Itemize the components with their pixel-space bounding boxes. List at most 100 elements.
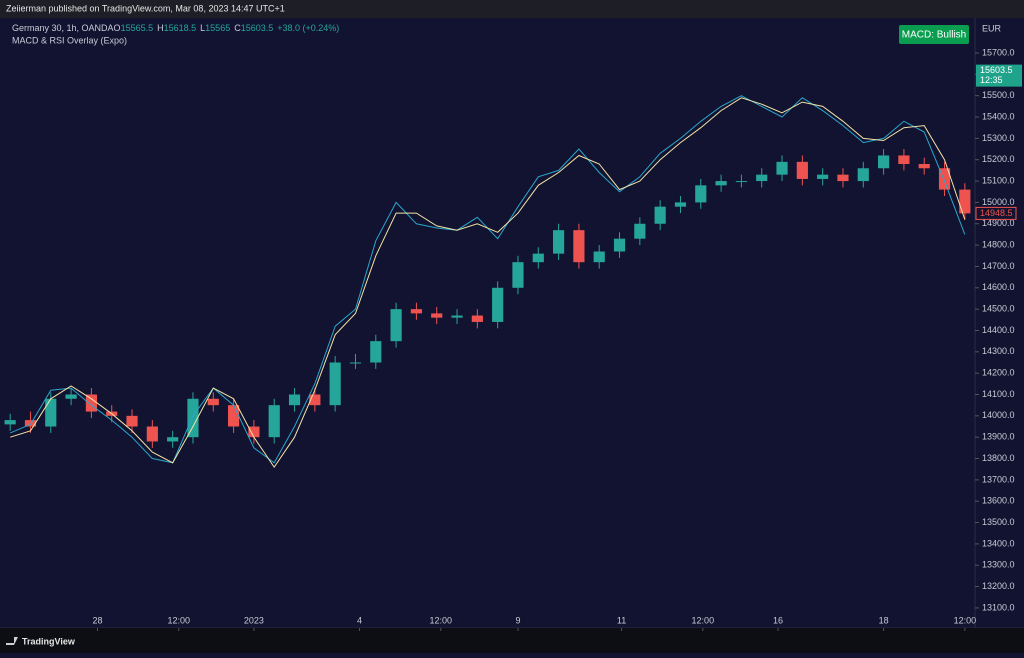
x-tick-label: 28 [92,615,102,625]
candle-body [817,174,829,179]
y-tick-label: 15500.0 [982,90,1015,100]
candle-body [532,253,544,263]
y-tick-label: 13500.0 [982,517,1015,527]
candle-body [898,155,910,164]
y-tick-label: 14900.0 [982,218,1015,228]
candle-body [695,185,707,203]
ohlc-label: C [234,23,241,33]
y-tick-label: 15000.0 [982,197,1015,207]
y-tick-label: 14700.0 [982,261,1015,271]
x-tick-label: 2023 [244,615,264,625]
footer-text: TradingView [22,636,76,646]
ohlc-value: 15618.5 [164,23,197,33]
candle-body [288,394,301,406]
ohlc: O15565.5 H15618.5 L15565 C15603.5 [114,23,274,33]
candle-body [613,238,626,252]
candle-body [24,420,37,427]
candle-body [248,426,260,438]
ohlc-value: 15565 [205,23,230,33]
countdown: 12:35 [980,75,1003,85]
candle-body [471,315,483,322]
y-tick-label: 14500.0 [982,304,1015,314]
price-badge [976,64,1022,87]
header-bar [0,0,1024,18]
x-tick-label: 12:00 [430,615,453,625]
candle-body [654,206,666,224]
symbol: Germany 30, 1h, OANDAO15565.5 H15618.5 L15… [12,23,339,33]
y-tick-label: 13900.0 [982,432,1015,442]
change: +38.0 (+0.24%) [277,23,339,33]
x-tick-label: 18 [879,615,889,625]
candle-body [492,287,504,322]
header-text: Zeiierman published on TradingView.com, … [6,3,285,13]
candle-body [126,415,138,427]
candle-body [45,398,57,427]
candle-body [187,398,199,438]
candle-body [938,168,951,190]
candle-body [674,202,687,207]
ohlc-value: 15603.5 [241,23,274,33]
candle-body [370,341,382,363]
symbol-name: Germany 30, 1h, OANDA [12,23,114,33]
y-tick-label: 13200.0 [982,581,1015,591]
footer-bar [0,628,1024,653]
candle-body [715,181,727,186]
candle-body [735,181,747,183]
y-tick-label: 15300.0 [982,133,1015,143]
ohlc-label: O [114,23,121,33]
y-tick-label: 13300.0 [982,560,1015,570]
price-badge-text: 15603.5 [980,65,1013,75]
y-tick-label: 13700.0 [982,474,1015,484]
candle-body [959,189,971,214]
candle-body [634,223,646,239]
y-tick-label: 14600.0 [982,282,1015,292]
ohlc-label: L [200,23,205,33]
candle-body [431,313,443,318]
y-tick-label: 14800.0 [982,239,1015,249]
candle-body [857,168,869,182]
y-tick-label: 14100.0 [982,389,1015,399]
x-tick-label: 16 [773,615,783,625]
y-tick-label: 15200.0 [982,154,1015,164]
x-tick-label: 4 [357,615,362,625]
candle-body [329,362,341,406]
candle-body [65,394,77,399]
y-tick-label: 13800.0 [982,453,1015,463]
candle-body [573,230,585,263]
x-tick-label: 11 [617,615,626,625]
x-tick-label: 12:00 [954,615,977,625]
indicator-name: MACD & RSI Overlay (Expo) [12,35,127,45]
logo [6,637,18,645]
candle-body [918,163,930,169]
badge-text: MACD: Bullish [902,30,966,41]
candle-body [451,315,463,318]
candle-body [309,394,321,406]
candle-body [207,398,219,406]
y-tick-label: 15700.0 [982,47,1015,57]
candle-body [228,405,240,427]
y-tick-label: 13100.0 [982,602,1015,612]
candle-body [4,420,16,425]
candle-body [593,251,605,263]
candle-body [776,161,788,175]
candle-body [553,230,565,254]
y-tick-label: 14200.0 [982,368,1015,378]
y-tick-label: 14300.0 [982,346,1015,356]
y-tick-label: 14000.0 [982,410,1015,420]
y-tick-label: 13400.0 [982,538,1015,548]
y-tick-label: 15100.0 [982,175,1015,185]
currency: EUR [982,23,1002,33]
candle-body [878,155,890,169]
candle-body [85,394,97,412]
candle-body [796,161,808,179]
y-tick-label: 14400.0 [982,325,1015,335]
candle-body [512,262,524,288]
x-tick-label: 12:00 [692,615,715,625]
ohlc-label: H [157,23,164,33]
candle-body [390,309,402,342]
candle-body [756,174,768,182]
badge [899,25,969,44]
candle-body [837,174,849,182]
